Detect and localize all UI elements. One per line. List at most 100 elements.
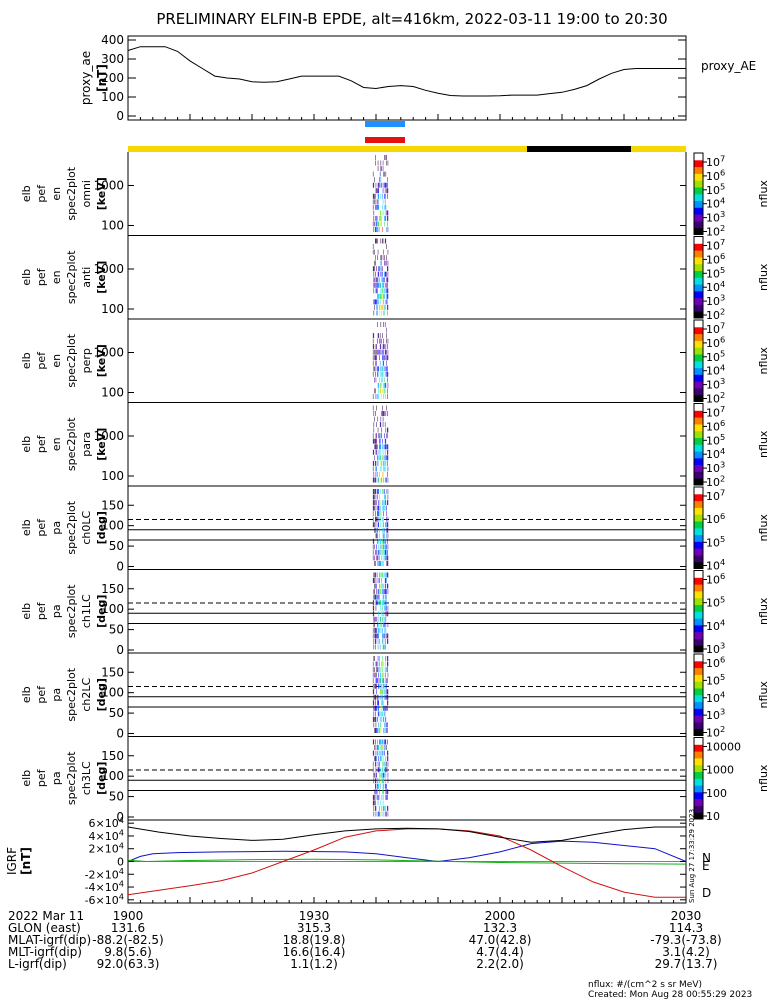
panel-ytick-label: 50	[109, 539, 124, 553]
spectrogram-pixel	[384, 689, 386, 695]
axis-time-label: 2030	[671, 909, 702, 923]
spectrogram-pixel	[383, 683, 384, 689]
spectrogram-pixel	[379, 772, 380, 778]
spectrogram-pixel	[374, 388, 375, 394]
colorbar-segment	[694, 284, 703, 292]
ae-ylabel-units: [nT]	[95, 64, 109, 92]
panel-ytick-label: 1000	[93, 262, 124, 276]
axis-row-value: 114.3	[669, 921, 703, 935]
igrf-ytick-label: -6×104	[85, 891, 124, 906]
spectrogram-pixel	[382, 689, 384, 695]
spectrogram-pixel	[387, 700, 389, 706]
spectrogram-pixel	[382, 705, 384, 711]
spectrogram-pixel	[376, 349, 377, 355]
spectrogram-pixel	[374, 266, 375, 272]
spectrogram-pixel	[384, 304, 385, 310]
panel-ytick-label: 100	[101, 219, 124, 233]
colorbar-tick-label: 105	[706, 594, 725, 609]
spectrogram-pixel	[387, 638, 388, 644]
spectrogram-pixel	[382, 238, 383, 244]
spectrogram-pixel	[374, 282, 375, 288]
spectrogram-pixel	[379, 555, 380, 561]
colorbar-segment	[694, 326, 703, 335]
spectrogram-pixel	[382, 422, 384, 428]
spectrogram-pixel	[385, 500, 387, 506]
footer-created: Created: Mon Aug 28 00:55:29 2023	[588, 990, 752, 1000]
colorbar-segment	[694, 507, 703, 515]
spectrogram-pixel	[375, 616, 376, 622]
spectrogram-pixel	[381, 555, 382, 561]
spectrogram-pixel	[385, 716, 387, 722]
spectrogram-pixel	[379, 622, 381, 628]
spectrogram-pixel	[379, 711, 380, 717]
spectrogram-pixel	[374, 221, 375, 227]
spectrogram-pixel	[387, 210, 388, 216]
panel-ylabel-line: pa	[50, 604, 63, 618]
spectrogram-pixel	[375, 638, 377, 644]
spectrogram-pixel	[372, 544, 374, 550]
spectrogram-pixel	[380, 193, 382, 199]
spectrogram-pixel	[372, 672, 374, 678]
spectrogram-pixel	[384, 444, 385, 450]
spectrogram-pixel	[375, 728, 377, 733]
spectrogram-pixel	[379, 805, 380, 811]
spectrogram-pixel	[378, 600, 379, 606]
colorbar-segment	[694, 805, 703, 813]
spectrogram-pixel	[384, 678, 386, 684]
spectrogram-pixel	[373, 656, 375, 661]
spectrogram-pixel	[372, 460, 374, 466]
spectrogram-pixel	[380, 344, 382, 350]
panel-en-para: 100 1000 elb pef en spec2plot para [keV] 1071061…	[20, 402, 770, 489]
spectrogram-pixel	[374, 627, 375, 633]
spectrogram-pixel	[387, 227, 389, 232]
spectrogram-pixel	[379, 438, 380, 444]
spectrogram-pixel	[377, 578, 379, 583]
spectrogram-pixel	[380, 288, 382, 294]
spectrogram-pixel	[382, 589, 383, 595]
spectrogram-pixel	[384, 578, 386, 583]
panel-ylabel-line: [keV]	[95, 428, 108, 461]
panel-ylabel-line: spec2plot	[65, 166, 78, 220]
spectrogram-pixel	[376, 789, 377, 795]
spectrogram-pixel	[380, 600, 382, 606]
spectrogram-pixel	[379, 627, 380, 633]
spectrogram-pixel	[381, 427, 382, 433]
spectrogram-pixel	[387, 277, 388, 283]
spectrogram-pixel	[387, 466, 389, 472]
spectrogram-pixel	[384, 204, 385, 210]
spectrogram-pixel	[387, 215, 388, 221]
spectrogram-pixel	[382, 767, 384, 773]
spectrogram-pixel	[387, 500, 389, 506]
spectrogram-pixel	[377, 728, 378, 733]
spectrogram-pixel	[387, 722, 388, 728]
colorbar-segment	[694, 437, 703, 445]
panel-ytick-label: 100	[101, 686, 124, 700]
colorbar-segment	[694, 153, 703, 161]
spectrogram-pixel	[379, 561, 381, 566]
spectrogram-pixel	[377, 627, 379, 633]
spectrogram-pixel	[382, 360, 384, 366]
spectrogram-pixel	[386, 527, 387, 533]
spectrogram-pixel	[383, 382, 384, 388]
spectrogram-pixel	[384, 728, 385, 733]
panel-pa-ch0: 0 50 100 150 elb pef pa spec2plot ch0LC [deg] 107 1…	[20, 486, 770, 574]
spectrogram-pixel	[387, 266, 388, 272]
spectrogram-pixel	[374, 355, 375, 361]
spectrogram-pixel	[384, 355, 385, 361]
spectrogram-pixel	[383, 293, 384, 299]
spectrogram-pixel	[387, 266, 389, 272]
spectrogram-pixel	[383, 789, 384, 795]
spectrogram-pixel	[386, 160, 387, 166]
spectrogram-pixel	[377, 745, 379, 750]
spectrogram-pixel	[383, 299, 384, 305]
spectrogram-pixel	[385, 589, 387, 595]
spectrogram-pixel	[387, 477, 389, 483]
spectrogram-pixel	[372, 522, 374, 528]
spectrogram-pixel	[382, 672, 383, 678]
spectrogram-pixel	[379, 277, 380, 283]
spectrogram-pixel	[386, 405, 387, 411]
ae-legend: proxy_AE	[701, 59, 756, 73]
spectrogram-pixel	[373, 739, 375, 745]
spectrogram-pixel	[384, 422, 386, 428]
